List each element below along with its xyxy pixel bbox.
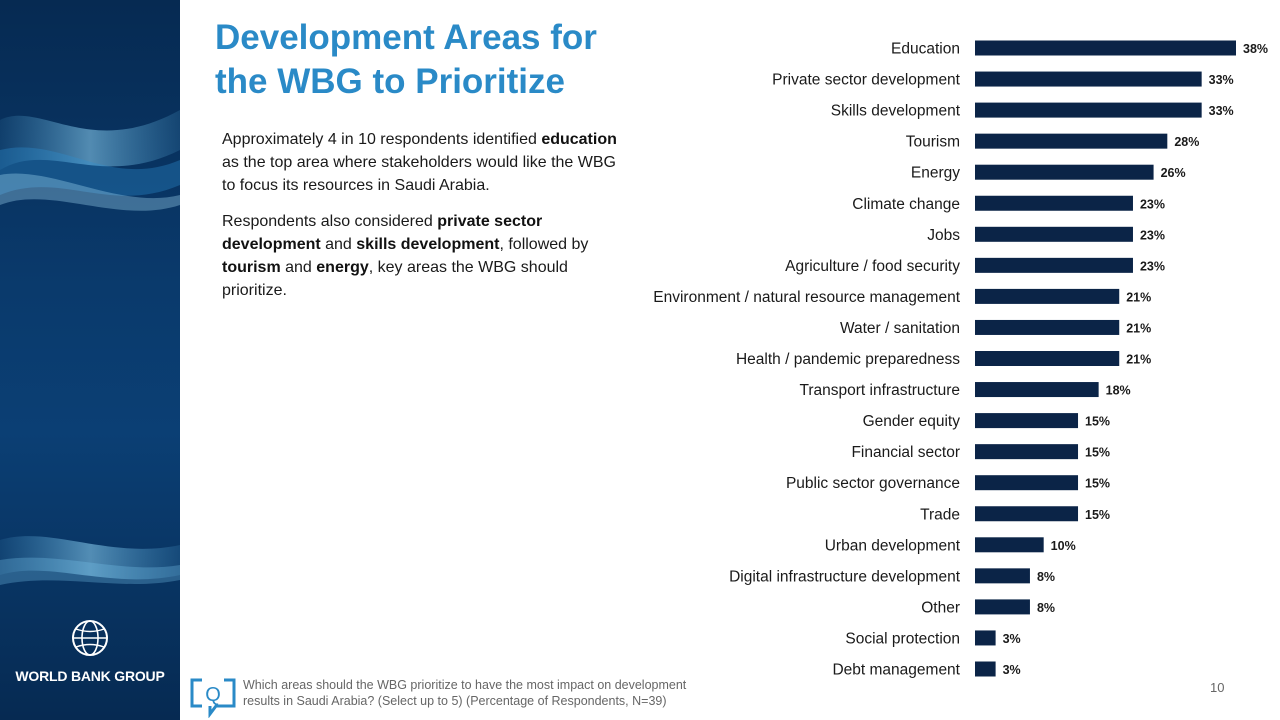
bar xyxy=(975,444,1079,460)
value-label: 3% xyxy=(1003,663,1021,677)
bar xyxy=(975,319,1120,335)
value-label: 38% xyxy=(1243,42,1268,56)
value-label: 8% xyxy=(1037,601,1055,615)
title-line-2: the WBG to Prioritize xyxy=(215,62,565,101)
emphasis-text: education xyxy=(541,131,617,148)
value-label: 26% xyxy=(1161,166,1186,180)
value-label: 23% xyxy=(1140,228,1165,242)
category-label: Tourism xyxy=(906,134,960,151)
body-text-run: Approximately 4 in 10 respondents identi… xyxy=(222,131,542,148)
emphasis-text: skills development xyxy=(356,236,500,253)
bar xyxy=(975,351,1120,366)
value-label: 23% xyxy=(1140,259,1165,273)
wave-decoration xyxy=(0,110,180,585)
sidebar-banner: WORLD BANK GROUP xyxy=(0,0,180,720)
question-bubble-icon: Q xyxy=(190,678,236,718)
bar xyxy=(975,382,1099,398)
bar xyxy=(975,102,1202,118)
bar xyxy=(975,661,996,677)
footnote-line-1: Which areas should the WBG prioritize to… xyxy=(243,678,687,692)
category-label: Trade xyxy=(920,506,960,523)
summary-paragraph-2: Respondents also considered private sect… xyxy=(222,210,617,302)
category-label: Jobs xyxy=(927,227,960,244)
category-label: Water / sanitation xyxy=(840,320,960,337)
bar xyxy=(975,40,1236,56)
value-label: 3% xyxy=(1003,632,1021,646)
title-line-1: Development Areas for xyxy=(215,18,597,57)
category-label: Energy xyxy=(911,165,960,182)
footnote: Which areas should the WBG prioritize to… xyxy=(243,677,763,709)
bar xyxy=(975,195,1133,211)
value-label: 21% xyxy=(1126,353,1151,367)
value-label: 23% xyxy=(1140,197,1165,211)
page-title: Development Areas for the WBG to Priorit… xyxy=(215,16,655,104)
bar xyxy=(975,537,1044,553)
bar xyxy=(975,475,1079,491)
body-text-run: and xyxy=(320,236,357,253)
logo-text: WORLD BANK GROUP xyxy=(15,668,165,684)
category-label: Digital infrastructure development xyxy=(729,568,961,585)
category-label: Public sector governance xyxy=(786,475,960,492)
bar xyxy=(975,71,1202,87)
body-text-run: as the top area where stakeholders would… xyxy=(222,154,616,194)
category-label: Agriculture / food security xyxy=(785,258,960,275)
category-label: Skills development xyxy=(831,103,961,120)
bar xyxy=(975,164,1154,180)
bar xyxy=(975,226,1133,242)
value-label: 18% xyxy=(1106,384,1131,398)
value-label: 8% xyxy=(1037,570,1055,584)
category-label: Health / pandemic preparedness xyxy=(736,351,960,368)
body-text-run: , followed by xyxy=(499,236,589,253)
bar xyxy=(975,413,1079,429)
category-label: Transport infrastructure xyxy=(799,382,960,399)
value-label: 15% xyxy=(1085,477,1110,491)
category-label: Debt management xyxy=(832,662,960,679)
bar xyxy=(975,506,1079,522)
category-label: Social protection xyxy=(845,630,960,647)
emphasis-text: private sector development xyxy=(222,213,543,253)
value-label: 28% xyxy=(1174,135,1199,149)
category-label: Education xyxy=(891,41,960,58)
summary-text: Approximately 4 in 10 respondents identi… xyxy=(222,128,617,315)
value-label: 15% xyxy=(1085,508,1110,522)
summary-paragraph-1: Approximately 4 in 10 respondents identi… xyxy=(222,128,617,197)
category-label: Environment / natural resource managemen… xyxy=(653,289,960,306)
page-number: 10 xyxy=(1210,680,1225,695)
body-text-run: Respondents also considered xyxy=(222,213,438,230)
category-label: Financial sector xyxy=(851,444,960,461)
value-label: 21% xyxy=(1126,321,1151,335)
svg-text:Q: Q xyxy=(205,684,221,706)
value-label: 33% xyxy=(1209,73,1234,87)
emphasis-text: energy xyxy=(316,259,369,276)
bar xyxy=(975,288,1120,304)
globe-icon xyxy=(72,620,108,656)
bar xyxy=(975,568,1030,584)
category-label: Gender equity xyxy=(863,413,961,430)
value-label: 15% xyxy=(1085,446,1110,460)
bar xyxy=(975,133,1168,149)
category-label: Climate change xyxy=(852,196,960,213)
emphasis-text: tourism xyxy=(222,259,281,276)
value-label: 21% xyxy=(1126,290,1151,304)
value-label: 10% xyxy=(1051,539,1076,553)
logo xyxy=(0,618,180,663)
category-label: Urban development xyxy=(825,537,961,554)
bar xyxy=(975,257,1133,273)
bar xyxy=(975,599,1030,615)
category-label: Private sector development xyxy=(772,72,961,89)
value-label: 33% xyxy=(1209,104,1234,118)
body-text-run: and xyxy=(280,259,317,276)
bar xyxy=(975,630,996,646)
body-text-run: , key areas the WBG should prioritize. xyxy=(222,259,568,299)
footnote-line-2: results in Saudi Arabia? (Select up to 5… xyxy=(243,694,667,708)
category-label: Other xyxy=(921,599,960,616)
value-label: 15% xyxy=(1085,415,1110,429)
